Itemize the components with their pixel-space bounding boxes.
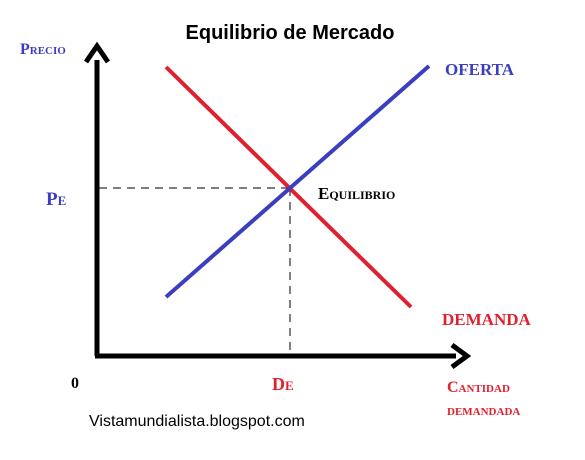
- demand-label: DEMANDA: [442, 310, 531, 329]
- credit-text: Vistamundialista.blogspot.com: [89, 413, 305, 430]
- y-axis-arrowhead: [83, 41, 111, 64]
- equilibrium-label: Equilibrio: [318, 184, 395, 203]
- x-axis-label-line2: demandada: [447, 402, 520, 419]
- x-axis-arrowhead: [450, 342, 472, 370]
- x-axis-label-line1: Cantidad: [447, 379, 510, 396]
- origin-label: 0: [71, 375, 79, 392]
- supply-label: OFERTA: [445, 60, 515, 79]
- axes: [83, 41, 472, 370]
- quantity-equilibrium-label: De: [272, 374, 294, 394]
- price-equilibrium-label: Pe: [46, 189, 66, 210]
- diagram-title: Equilibrio de Mercado: [186, 22, 395, 44]
- y-axis-label: Precio: [20, 41, 66, 58]
- supply-curve: [164, 64, 431, 299]
